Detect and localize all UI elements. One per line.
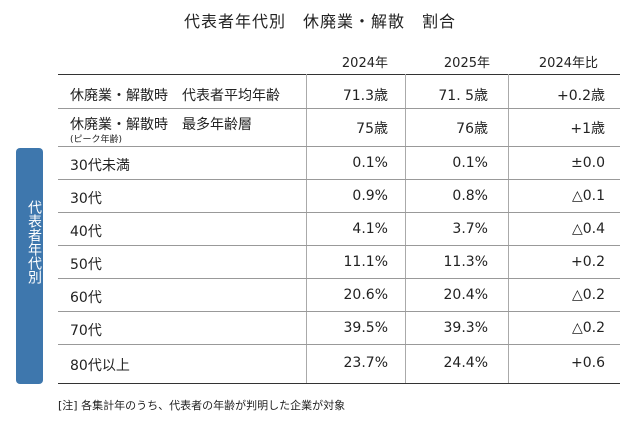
age-cell: 4.1%	[352, 221, 388, 237]
side-label: 代表者年代別	[26, 200, 42, 284]
column-header-2024: 2024年	[341, 56, 388, 71]
row-rule	[58, 278, 620, 279]
summary-row-label: 休廃業・解散時 代表者平均年齢	[70, 88, 280, 104]
side-label-bar	[16, 148, 43, 384]
column-divider-1	[306, 74, 307, 383]
age-cell: +0.6	[571, 355, 605, 371]
row-rule	[58, 108, 620, 109]
row-rule	[58, 179, 620, 180]
summary-cell: 71.3歳	[342, 88, 388, 104]
age-cell: +0.2	[571, 254, 605, 270]
footnote: [注] 各集計年のうち、代表者の年齢が判明した企業が対象	[58, 399, 346, 412]
summary-row-sublabel: (ピーク年齢)	[70, 135, 123, 145]
age-row-label: 70代	[70, 323, 102, 339]
header-rule	[58, 74, 620, 75]
age-cell: ±0.0	[571, 155, 605, 171]
age-cell: 0.1%	[352, 155, 388, 171]
table-bottom-rule	[58, 383, 620, 384]
age-cell: 20.4%	[443, 287, 488, 303]
age-cell: △0.2	[571, 320, 605, 336]
summary-row-label: 休廃業・解散時 最多年齢層	[70, 117, 252, 133]
column-header-vs-2024: 2024年比	[538, 56, 598, 71]
column-divider-2	[405, 74, 406, 383]
age-cell: 11.1%	[343, 254, 388, 270]
age-cell: 11.3%	[443, 254, 488, 270]
age-cell: 0.8%	[452, 188, 488, 204]
column-divider-3	[508, 74, 509, 383]
summary-cell: +0.2歳	[557, 88, 605, 104]
age-cell: 39.3%	[443, 320, 488, 336]
column-header-2025: 2025年	[443, 56, 490, 71]
age-cell: 0.9%	[352, 188, 388, 204]
row-rule	[58, 146, 620, 147]
age-cell: 3.7%	[452, 221, 488, 237]
age-row-label: 30代未満	[70, 158, 130, 174]
age-cell: △0.1	[571, 188, 605, 204]
age-cell: 0.1%	[452, 155, 488, 171]
age-cell: △0.4	[571, 221, 605, 237]
summary-cell: 76歳	[456, 121, 488, 137]
row-rule	[58, 311, 620, 312]
age-cell: 23.7%	[343, 355, 388, 371]
row-rule	[58, 344, 620, 345]
age-cell: 24.4%	[443, 355, 488, 371]
age-cell: 39.5%	[343, 320, 388, 336]
age-row-label: 50代	[70, 257, 102, 273]
summary-cell: +1歳	[570, 121, 605, 137]
age-row-label: 60代	[70, 290, 102, 306]
summary-cell: 75歳	[356, 121, 388, 137]
row-rule	[58, 245, 620, 246]
age-row-label: 80代以上	[70, 358, 130, 374]
age-cell: △0.2	[571, 287, 605, 303]
age-row-label: 30代	[70, 191, 102, 207]
age-cell: 20.6%	[343, 287, 388, 303]
page-title: 代表者年代別 休廃業・解散 割合	[183, 12, 456, 31]
age-row-label: 40代	[70, 224, 102, 240]
summary-cell: 71. 5歳	[438, 88, 488, 104]
row-rule	[58, 212, 620, 213]
